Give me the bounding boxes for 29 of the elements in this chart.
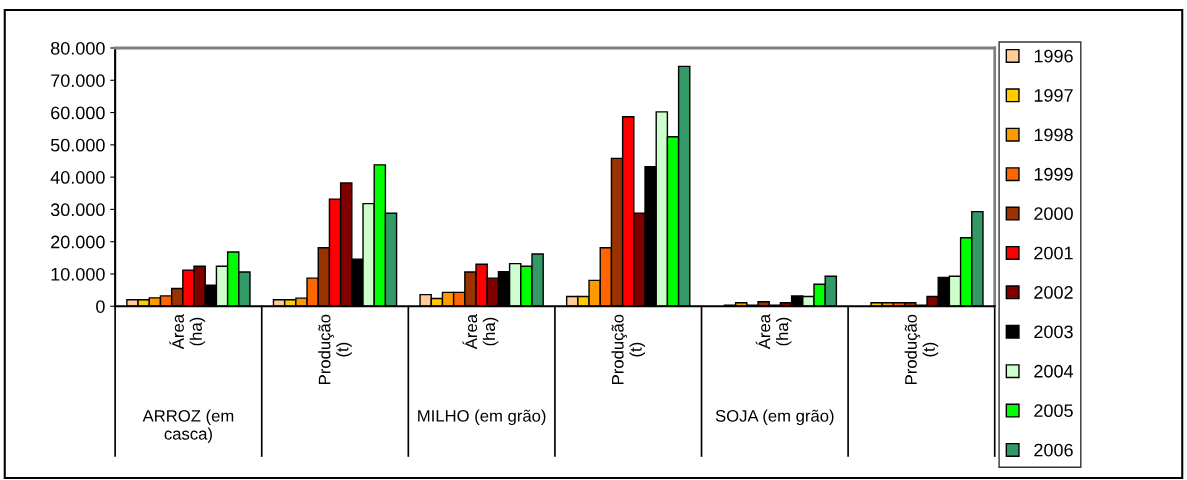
legend-label: 1998 [1034, 128, 1073, 142]
y-tick-label: 80.000 [50, 41, 105, 55]
legend-label: 2005 [1034, 404, 1073, 418]
x-tick-label: Área (ha) [169, 313, 206, 350]
legend-label: 2006 [1034, 443, 1073, 457]
legend-label: 1996 [1034, 49, 1073, 63]
y-tick-label: 10.000 [51, 267, 105, 281]
text: MILHO (em grão) [418, 409, 546, 426]
y-tick-label: 30.000 [50, 203, 105, 217]
y-tick-label: 60.000 [51, 106, 105, 120]
y-tick-label: 40.000 [50, 171, 105, 184]
text: ARROZ (em casca) [142, 409, 234, 444]
x-tick-label: Produção (t) [318, 314, 352, 384]
x-tick-label: Área (ha) [755, 313, 792, 350]
legend-label: 1999 [1034, 167, 1073, 181]
text: SOJA (em grão) [715, 409, 834, 426]
y-tick-label: 50.000 [50, 138, 105, 152]
legend-label: 2001 [1034, 246, 1073, 260]
x-tick-label: Produção (t) [611, 314, 645, 384]
legend-label: 2004 [1034, 364, 1074, 378]
x-tick-label: Área (ha) [462, 313, 499, 350]
legend-label: 1997 [1034, 89, 1073, 102]
legend-label: 2003 [1034, 325, 1073, 339]
y-tick-label: 70.000 [51, 74, 105, 87]
legend-label: 2000 [1034, 207, 1073, 221]
y-tick-label: 0 [96, 300, 105, 313]
y-tick-label: 20.000 [51, 235, 105, 249]
legend-label: 2002 [1034, 286, 1073, 299]
x-tick-label: Produção (t) [904, 314, 939, 384]
